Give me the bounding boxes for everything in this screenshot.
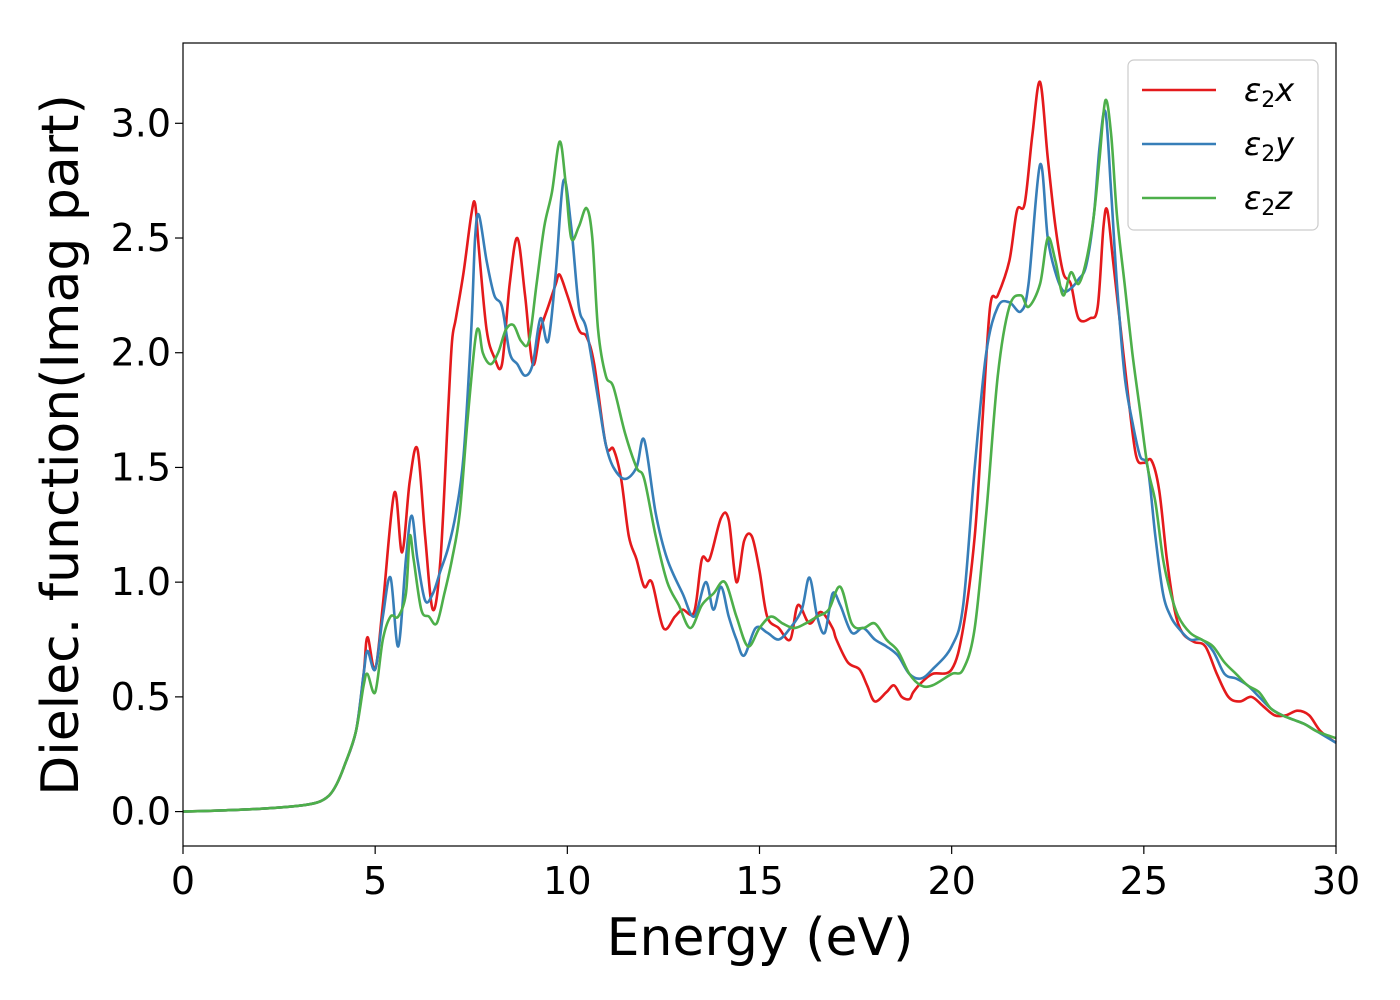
x-axis-ticks: 0 5 10 15 20 25 30 (171, 846, 1360, 903)
x-tick-label: 5 (363, 859, 387, 903)
y-tick-label: 0.5 (111, 675, 171, 719)
x-tick-label: 30 (1312, 859, 1360, 903)
y-tick-label: 0.0 (111, 790, 171, 834)
y-tick-label: 1.5 (111, 445, 171, 489)
x-tick-label: 20 (927, 859, 975, 903)
y-axis-label: Dielec. function(Imag part) (31, 94, 91, 796)
legend-label-y: ε2y (1244, 125, 1295, 167)
y-tick-label: 2.5 (111, 216, 171, 260)
legend-box (1127, 59, 1319, 231)
series-line-z (182, 98, 1337, 813)
series-line-y (182, 109, 1337, 813)
x-tick-label: 0 (171, 859, 195, 903)
y-tick-label: 1.0 (111, 560, 171, 604)
legend: ε2x ε2y ε2z (1127, 59, 1319, 231)
y-tick-label: 3.0 (111, 101, 171, 145)
y-tick-label: 2.0 (111, 331, 171, 375)
x-tick-label: 15 (735, 859, 783, 903)
y-axis-ticks: 0.0 0.5 1.0 1.5 2.0 2.5 3.0 (111, 101, 183, 834)
legend-label-z: ε2z (1244, 179, 1293, 221)
series-lines (182, 80, 1337, 813)
legend-label-x: ε2x (1244, 71, 1295, 113)
x-tick-label: 25 (1120, 859, 1168, 903)
x-tick-label: 10 (543, 859, 591, 903)
x-axis-label: Energy (eV) (607, 908, 914, 968)
